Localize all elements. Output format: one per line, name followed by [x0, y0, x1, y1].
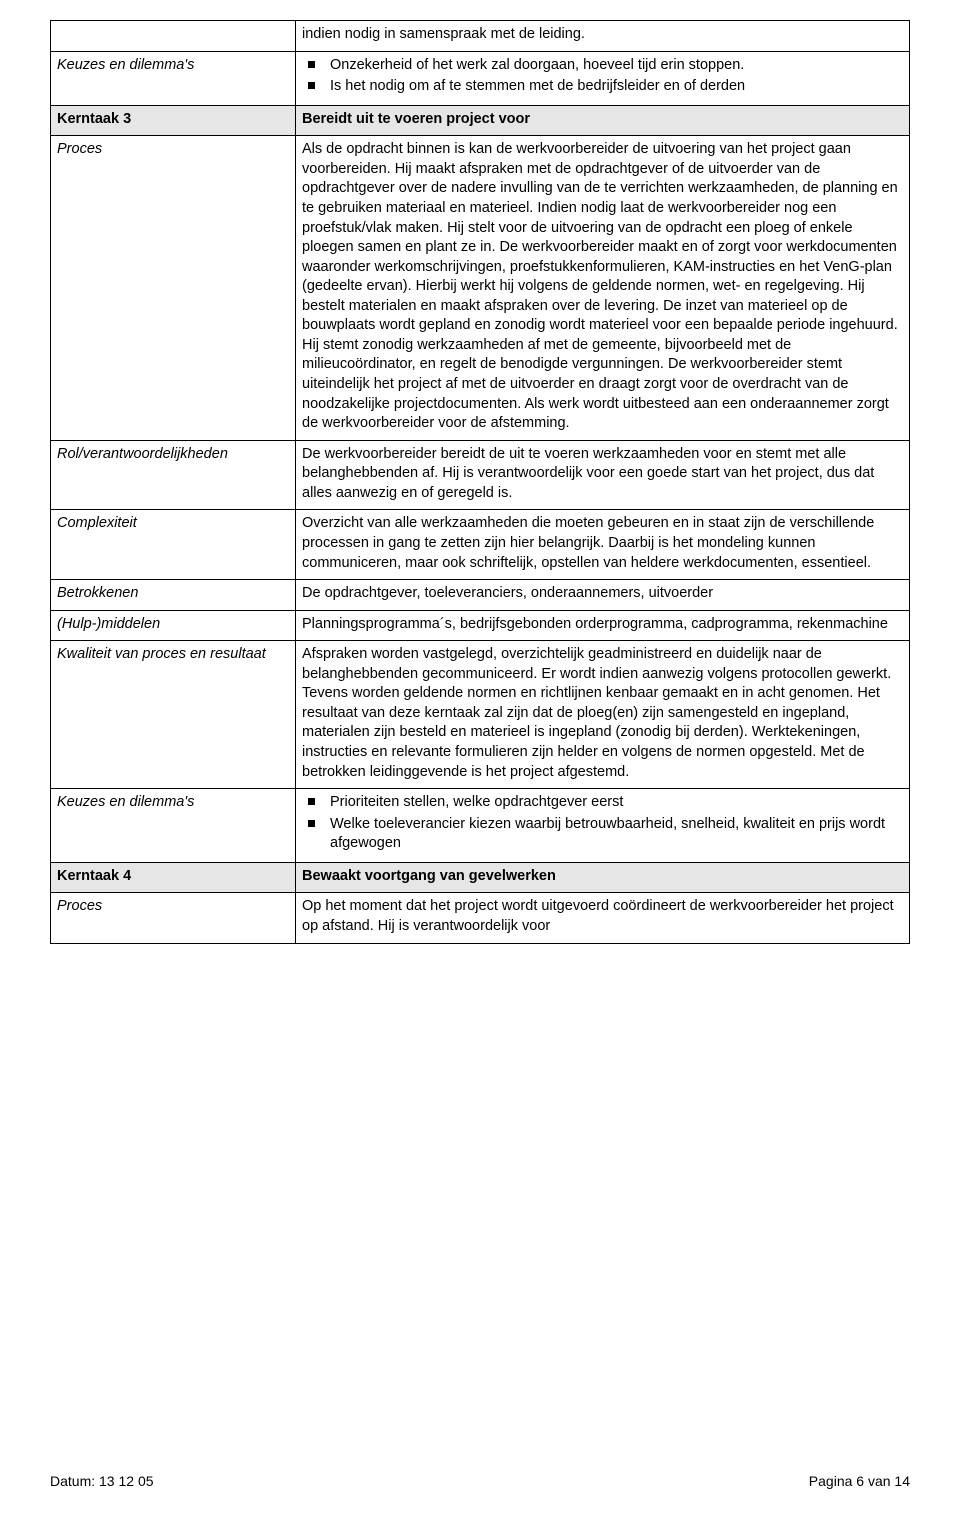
keuzes-label-1: Keuzes en dilemma's	[51, 51, 296, 105]
empty-label-cell	[51, 21, 296, 52]
proces-label-1: Proces	[51, 136, 296, 440]
hulpmiddelen-label: (Hulp-)middelen	[51, 610, 296, 641]
kerntaak4-label: Kerntaak 4	[51, 862, 296, 893]
keuzes-label-2: Keuzes en dilemma's	[51, 789, 296, 863]
footer-date: Datum: 13 12 05	[50, 1472, 154, 1491]
kwaliteit-value: Afspraken worden vastgelegd, overzichtel…	[296, 641, 910, 789]
page-footer: Datum: 13 12 05 Pagina 6 van 14	[50, 1472, 910, 1491]
kerntaak4-value: Bewaakt voortgang van gevelwerken	[296, 862, 910, 893]
betrokkenen-value: De opdrachtgever, toeleveranciers, onder…	[296, 580, 910, 611]
top-continuation-cell: indien nodig in samenspraak met de leidi…	[296, 21, 910, 52]
bullet-square-icon	[308, 82, 315, 89]
bullet-text: Is het nodig om af te stemmen met de bed…	[330, 78, 745, 94]
betrokkenen-label: Betrokkenen	[51, 580, 296, 611]
kwaliteit-label: Kwaliteit van proces en resultaat	[51, 641, 296, 789]
bullet-list: Prioriteiten stellen, welke opdrachtgeve…	[302, 793, 903, 854]
rol-label: Rol/verantwoordelijkheden	[51, 440, 296, 510]
bullet-list: Onzekerheid of het werk zal doorgaan, ho…	[302, 56, 903, 97]
proces-value-1: Als de opdracht binnen is kan de werkvoo…	[296, 136, 910, 440]
keuzes-value-1: Onzekerheid of het werk zal doorgaan, ho…	[296, 51, 910, 105]
bullet-square-icon	[308, 61, 315, 68]
bullet-text: Prioriteiten stellen, welke opdrachtgeve…	[330, 794, 623, 810]
complexiteit-label: Complexiteit	[51, 510, 296, 580]
proces-value-2: Op het moment dat het project wordt uitg…	[296, 893, 910, 943]
rol-value: De werkvoorbereider bereidt de uit te vo…	[296, 440, 910, 510]
list-item: Welke toeleverancier kiezen waarbij betr…	[302, 815, 903, 854]
bullet-text: Onzekerheid of het werk zal doorgaan, ho…	[330, 57, 744, 73]
kerntaak3-value: Bereidt uit te voeren project voor	[296, 105, 910, 136]
bullet-text: Welke toeleverancier kiezen waarbij betr…	[330, 816, 885, 852]
keuzes-value-2: Prioriteiten stellen, welke opdrachtgeve…	[296, 789, 910, 863]
kerntaak3-label: Kerntaak 3	[51, 105, 296, 136]
list-item: Onzekerheid of het werk zal doorgaan, ho…	[302, 56, 903, 76]
proces-label-2: Proces	[51, 893, 296, 943]
footer-page-number: Pagina 6 van 14	[809, 1472, 910, 1491]
bullet-square-icon	[308, 798, 315, 805]
bullet-square-icon	[308, 820, 315, 827]
hulpmiddelen-value: Planningsprogramma´s, bedrijfsgebonden o…	[296, 610, 910, 641]
list-item: Prioriteiten stellen, welke opdrachtgeve…	[302, 793, 903, 813]
complexiteit-value: Overzicht van alle werkzaamheden die moe…	[296, 510, 910, 580]
top-continuation-text: indien nodig in samenspraak met de leidi…	[302, 26, 585, 42]
content-table: indien nodig in samenspraak met de leidi…	[50, 20, 910, 944]
list-item: Is het nodig om af te stemmen met de bed…	[302, 77, 903, 97]
